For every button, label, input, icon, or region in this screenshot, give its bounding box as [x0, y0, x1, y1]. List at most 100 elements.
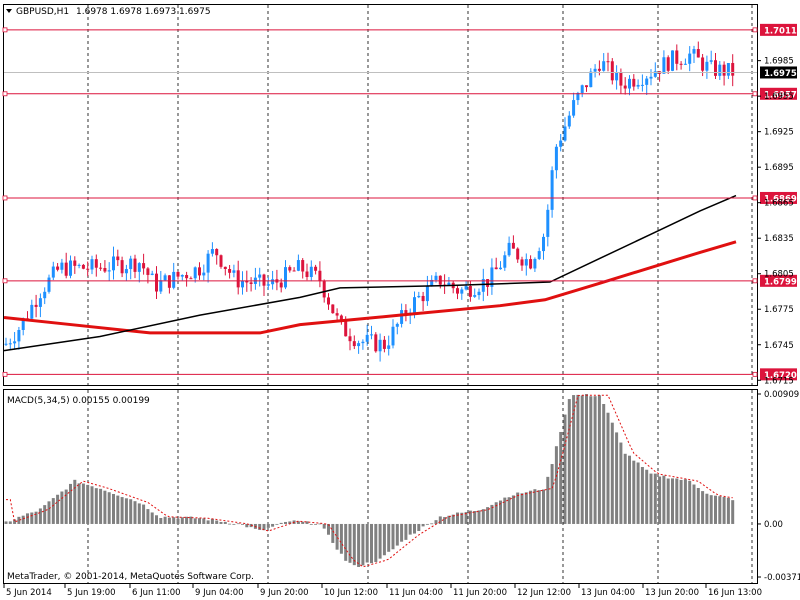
- candle-body: [559, 140, 563, 147]
- macd-histogram-bar: [636, 462, 640, 524]
- candle-body: [481, 279, 485, 292]
- candle-body: [580, 85, 584, 93]
- candle-body: [460, 289, 464, 294]
- time-tick-label: 5 Jun 2014: [6, 588, 52, 598]
- candle-body: [107, 270, 111, 272]
- macd-histogram-bar: [228, 523, 232, 525]
- level-anchor[interactable]: [752, 195, 758, 201]
- time-tick-label: 9 Jun 04:00: [195, 588, 244, 598]
- macd-histogram-bar: [30, 512, 34, 524]
- candle-body: [507, 242, 511, 256]
- level-anchor[interactable]: [2, 278, 8, 284]
- candle-body: [387, 345, 391, 349]
- candle-body: [21, 318, 25, 330]
- macd-histogram-bar: [572, 395, 576, 524]
- macd-histogram-bar: [533, 489, 537, 524]
- candle-body: [219, 255, 223, 267]
- candle-body: [722, 64, 726, 76]
- level-anchor[interactable]: [752, 371, 758, 377]
- macd-histogram-bar: [193, 518, 197, 524]
- candle-body: [511, 242, 515, 249]
- macd-histogram-bar: [103, 490, 107, 524]
- macd-histogram-bar: [266, 523, 270, 528]
- horizontal-levels[interactable]: 1.7011 1.6957 1.6869 1.6799 1.6720 1.6975: [2, 23, 797, 381]
- level-anchor[interactable]: [2, 27, 8, 33]
- candle-body: [8, 343, 12, 345]
- macd-histogram-bar: [124, 498, 128, 524]
- macd-histogram-bar: [219, 521, 223, 524]
- level-anchor[interactable]: [752, 91, 758, 97]
- level-anchor[interactable]: [2, 371, 8, 377]
- candle-body: [38, 298, 42, 307]
- macd-histogram-bar: [640, 467, 644, 524]
- candle-body: [688, 53, 692, 64]
- level-anchor[interactable]: [752, 278, 758, 284]
- candle-body: [258, 274, 262, 278]
- candle-body: [606, 61, 610, 63]
- candle-body: [99, 267, 103, 269]
- macd-indicator: 0.00909 0.00 -0.00371: [4, 390, 800, 583]
- candle-body: [421, 295, 425, 302]
- macd-histogram-bar: [507, 497, 511, 524]
- moving-averages: [3, 194, 737, 352]
- macd-histogram-bar: [296, 521, 300, 524]
- time-tick-label: 9 Jun 20:00: [260, 588, 309, 598]
- macd-histogram-bar: [576, 394, 580, 524]
- candle-body: [378, 339, 382, 352]
- macd-histogram-bar: [13, 519, 17, 524]
- candle-body: [245, 280, 249, 283]
- chart-menu-triangle-icon[interactable]: [6, 9, 12, 13]
- candle-body: [400, 310, 404, 324]
- macd-histogram-bar: [73, 479, 77, 524]
- price-pane[interactable]: [3, 4, 758, 386]
- candle-body: [241, 280, 244, 288]
- candle-body: [546, 209, 550, 237]
- macd-histogram-bar: [623, 453, 627, 524]
- candle-body: [202, 272, 206, 276]
- candle-body: [193, 267, 197, 279]
- candle-body: [572, 100, 576, 116]
- macd-histogram-bar: [301, 521, 305, 524]
- macd-histogram-bar: [198, 518, 201, 524]
- macd-histogram-bar: [94, 488, 98, 524]
- candle-body: [632, 78, 636, 87]
- candle-body: [533, 258, 537, 269]
- candle-body: [292, 270, 296, 272]
- macd-pane[interactable]: [3, 389, 758, 584]
- price-tick-label: 1.6715: [764, 376, 794, 386]
- macd-histogram-bar: [679, 479, 683, 524]
- level-anchor[interactable]: [2, 91, 8, 97]
- macd-histogram-bar: [176, 518, 180, 524]
- candle-body: [159, 280, 163, 292]
- candle-body: [585, 85, 588, 88]
- macd-histogram-bar: [43, 505, 47, 524]
- candle-body: [81, 264, 85, 269]
- macd-histogram-bar: [421, 523, 425, 527]
- level-price-label: 1.6869: [764, 194, 797, 204]
- macd-histogram-bar: [133, 501, 137, 524]
- macd-histogram-bar: [408, 523, 412, 535]
- macd-histogram-bar: [189, 516, 193, 524]
- candle-body: [516, 248, 520, 260]
- candle-body: [232, 270, 236, 273]
- macd-histogram-bar: [546, 476, 550, 524]
- candle-body: [434, 275, 438, 280]
- candle-body: [692, 49, 696, 54]
- candle-body: [210, 249, 214, 254]
- candle-body: [365, 334, 369, 342]
- candle-body: [731, 63, 735, 76]
- candle-body: [438, 275, 442, 285]
- macd-histogram-bar: [451, 514, 455, 524]
- level-anchor[interactable]: [2, 195, 8, 201]
- level-anchor[interactable]: [752, 27, 758, 33]
- macd-histogram-bar: [34, 511, 38, 524]
- macd-histogram-bar: [47, 501, 51, 524]
- macd-histogram-bar: [413, 523, 416, 534]
- candle-body: [167, 275, 171, 288]
- candle-body: [529, 259, 533, 269]
- candle-body: [103, 268, 107, 272]
- macd-histogram-bar: [610, 422, 614, 524]
- candle-body: [43, 291, 47, 299]
- macd-histogram-bar: [438, 516, 442, 524]
